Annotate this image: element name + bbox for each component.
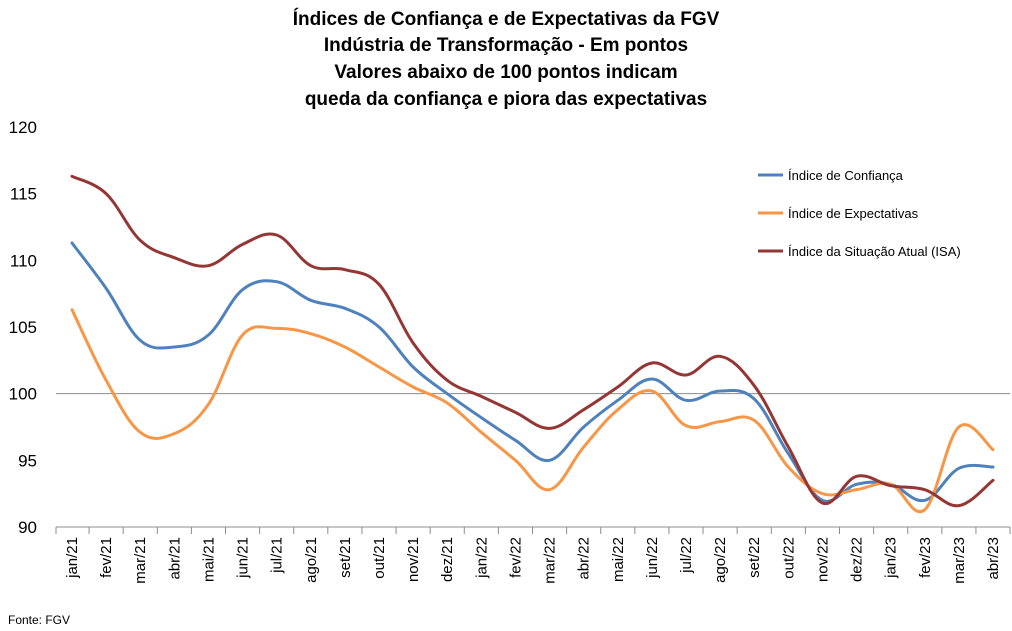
x-tick-label: mar/23 bbox=[951, 537, 968, 584]
legend-label-1: Índice de Confiança bbox=[788, 168, 904, 183]
x-tick-label: fev/21 bbox=[98, 537, 115, 578]
x-tick-label: dez/21 bbox=[439, 537, 456, 582]
x-tick-label: abr/23 bbox=[985, 537, 1002, 580]
title-line-2: Indústria de Transformação - Em pontos bbox=[324, 35, 688, 56]
x-tick-label: set/21 bbox=[337, 537, 354, 578]
source-note: Fonte: FGV bbox=[8, 613, 70, 627]
x-tick-label: jul/22 bbox=[678, 537, 695, 574]
y-tick-label: 105 bbox=[9, 318, 37, 337]
legend-label-3: Índice da Situação Atual (ISA) bbox=[788, 244, 961, 259]
y-tick-label: 110 bbox=[10, 251, 37, 270]
series-line-1 bbox=[70, 241, 995, 503]
x-tick-label: set/22 bbox=[746, 537, 763, 578]
x-tick-label: mai/21 bbox=[200, 537, 217, 582]
series-line-3 bbox=[70, 174, 995, 508]
y-tick-label: 95 bbox=[18, 451, 37, 470]
x-tick-label: ago/21 bbox=[303, 537, 320, 583]
y-tick-label: 120 bbox=[9, 118, 37, 137]
legend: Índice de Confiança Índice de Expectativa… bbox=[758, 168, 961, 259]
x-axis: jan/21 fev/21 mar/21 abr/21 mai/21 jun/21 jul/… bbox=[55, 526, 1011, 584]
x-tick-label: jul/21 bbox=[269, 537, 286, 574]
x-tick-label: abr/22 bbox=[576, 537, 593, 580]
series-lines bbox=[70, 174, 995, 514]
series-line-2 bbox=[70, 308, 995, 514]
x-tick-label: abr/21 bbox=[166, 537, 183, 580]
x-tick-label: jan/22 bbox=[473, 537, 490, 579]
x-tick-label: ago/22 bbox=[712, 537, 729, 583]
x-tick-label: out/22 bbox=[780, 537, 797, 579]
x-tick-label: nov/22 bbox=[814, 537, 831, 582]
legend-label-2: Índice de Expectativas bbox=[788, 206, 919, 221]
x-tick-label: mar/22 bbox=[542, 537, 559, 584]
chart-title: Índices de Confiança e de Expectativas d… bbox=[293, 8, 720, 110]
y-axis: 90 95 100 105 110 115 120 bbox=[9, 118, 37, 537]
title-line-3: Valores abaixo de 100 pontos indicam bbox=[334, 62, 677, 83]
x-tick-label: out/21 bbox=[371, 537, 388, 579]
x-tick-label: jan/23 bbox=[883, 537, 900, 579]
x-tick-label: jun/22 bbox=[644, 537, 661, 579]
x-tick-label: fev/22 bbox=[507, 537, 524, 578]
x-tick-label: jun/21 bbox=[235, 537, 252, 579]
x-tick-label: dez/22 bbox=[849, 537, 866, 582]
title-line-1: Índices de Confiança e de Expectativas d… bbox=[293, 8, 720, 30]
x-tick-label: mai/22 bbox=[610, 537, 627, 582]
x-tick-label: nov/21 bbox=[405, 537, 422, 582]
x-tick-label: fev/23 bbox=[917, 537, 934, 578]
x-tick-label: mar/21 bbox=[132, 537, 149, 584]
y-tick-label: 115 bbox=[10, 185, 37, 204]
y-tick-label: 100 bbox=[9, 385, 37, 404]
title-line-4: queda da confiança e piora das expectati… bbox=[305, 89, 707, 110]
x-tick-label: jan/21 bbox=[64, 537, 81, 579]
y-tick-label: 90 bbox=[18, 518, 37, 537]
